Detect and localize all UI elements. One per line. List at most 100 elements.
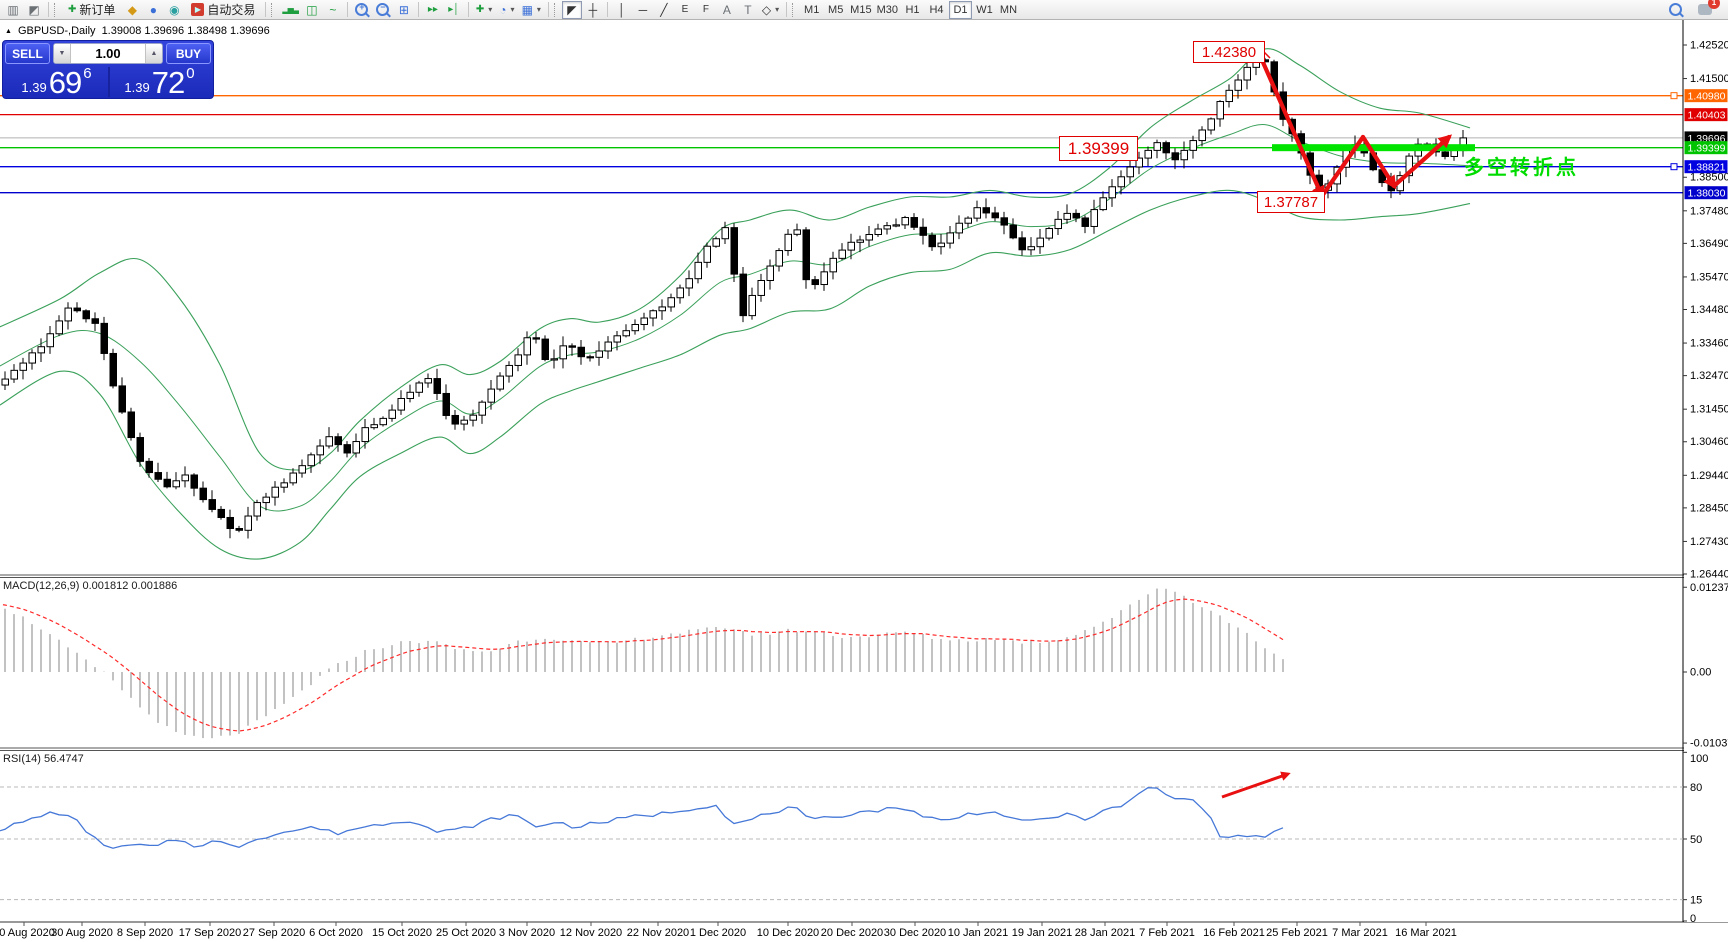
chevron-down-icon: ▾ — [510, 5, 515, 14]
chart-shift-button[interactable]: ▸│ — [444, 1, 464, 19]
svg-text:1.42520: 1.42520 — [1690, 40, 1728, 52]
search-button[interactable] — [1665, 1, 1685, 19]
annotation-note-text[interactable]: 多空转折点 — [1464, 157, 1579, 179]
text-label-tool-button[interactable]: T — [738, 1, 758, 19]
trendline-tool-button[interactable]: ╱ — [654, 1, 674, 19]
notification-badge: 1 — [1708, 0, 1720, 9]
indicators-button[interactable]: ✚ ▾ — [473, 1, 495, 19]
cursor-tool-button[interactable]: ◤ — [561, 0, 582, 19]
candles — [1, 55, 1467, 539]
templates-button[interactable]: ▦ ▾ — [519, 1, 544, 19]
notifications-button[interactable]: 1 — [1695, 0, 1720, 19]
line-handle[interactable] — [1670, 163, 1678, 171]
candle-chart-button[interactable]: ◫ — [302, 1, 322, 19]
svg-text:15: 15 — [1690, 895, 1702, 907]
zoom-out-icon: − — [376, 2, 390, 16]
zoom-in-icon: + — [355, 2, 369, 16]
autotrading-button[interactable]: ▶ 自动交易 — [185, 1, 261, 19]
metaeditor-icon: ◆ — [127, 2, 138, 17]
sell-button[interactable]: SELL — [5, 43, 50, 64]
rsi-arrow[interactable] — [1221, 771, 1291, 799]
metaeditor-button[interactable]: ◆ — [122, 1, 142, 19]
toolbar-separator — [467, 2, 469, 17]
svg-text:0: 0 — [1690, 913, 1696, 925]
zoom-in-button[interactable]: + — [352, 1, 372, 19]
vertical-line-icon: │ — [618, 2, 626, 17]
svg-text:1.36490: 1.36490 — [1690, 238, 1728, 250]
toolbar-grip — [271, 2, 276, 17]
support-zone-highlight[interactable] — [1272, 144, 1475, 152]
annotation-pivot-price[interactable]: 1.39399 — [1059, 136, 1138, 161]
svg-text:80: 80 — [1690, 782, 1702, 794]
volume-increase-button[interactable]: ▲ — [145, 44, 162, 63]
chart-shift-icon: ▸│ — [448, 3, 460, 15]
shapes-tool-button[interactable]: ◇ ▾ — [759, 1, 782, 19]
volume-decrease-button[interactable]: ▼ — [54, 44, 71, 63]
terminal-button[interactable]: ▥ — [3, 1, 23, 19]
tile-windows-icon: ⊞ — [398, 2, 409, 17]
horizontal-line-tool-button[interactable]: ─ — [633, 1, 653, 19]
new-order-button[interactable]: ✚ 新订单 — [62, 1, 121, 19]
one-click-trade-panel: SELL ▼ 1.00 ▲ BUY 1.39 69 6 1.39 72 0 — [2, 40, 214, 99]
text-tool-button[interactable]: A — [717, 1, 737, 19]
auto-scroll-button[interactable]: ▸▸ — [423, 1, 443, 19]
experts-icon: ● — [149, 2, 158, 17]
toolbar-separator — [606, 2, 608, 17]
svg-text:1.30460: 1.30460 — [1690, 436, 1728, 448]
svg-text:25 Feb 2021: 25 Feb 2021 — [1266, 927, 1328, 939]
line-handle[interactable] — [1670, 92, 1678, 100]
experts-button[interactable]: ● — [143, 1, 163, 19]
tile-windows-button[interactable]: ⊞ — [394, 1, 414, 19]
periods-button[interactable]: ◔ ▾ — [496, 1, 517, 19]
buy-button[interactable]: BUY — [166, 43, 211, 64]
buy-price-pip: 0 — [186, 65, 195, 82]
svg-text:12 Nov 2020: 12 Nov 2020 — [560, 927, 622, 939]
sell-price-big: 69 — [48, 65, 82, 100]
buy-price-big: 72 — [151, 65, 185, 100]
sell-price[interactable]: 1.39 69 6 — [5, 66, 108, 98]
signals-button[interactable]: ◉ — [164, 1, 184, 19]
sell-price-pip: 6 — [83, 65, 92, 82]
channel-tool-button[interactable]: F — [696, 1, 716, 19]
chevron-down-icon: ▾ — [488, 5, 493, 14]
line-chart-icon: ~ — [329, 2, 337, 17]
bar-chart-button[interactable]: ▂▅▃ — [279, 1, 300, 19]
timeframe-m15[interactable]: M15 — [848, 1, 873, 19]
crosshair-tool-button[interactable]: ┼ — [583, 1, 603, 19]
svg-text:15 Oct 2020: 15 Oct 2020 — [372, 927, 432, 939]
timeframe-mn[interactable]: MN — [997, 1, 1020, 19]
bollinger-lower — [0, 189, 1471, 560]
vertical-line-tool-button[interactable]: │ — [612, 1, 632, 19]
timeframe-m5[interactable]: M5 — [824, 1, 847, 19]
strategy-tester-button[interactable]: ◩ — [24, 1, 44, 19]
chevron-down-icon: ▾ — [775, 5, 780, 14]
channel-icon: F — [702, 3, 709, 15]
annotation-peak-price[interactable]: 1.42380 — [1193, 41, 1265, 63]
timeframe-h4[interactable]: H4 — [925, 1, 948, 19]
svg-text:8 Sep 2020: 8 Sep 2020 — [117, 927, 173, 939]
buy-price[interactable]: 1.39 72 0 — [108, 66, 211, 98]
svg-text:1.34480: 1.34480 — [1690, 304, 1728, 316]
sell-price-main: 1.39 — [21, 80, 47, 95]
trend-zigzag-arrows — [1259, 50, 1453, 200]
timeframe-m30[interactable]: M30 — [875, 1, 900, 19]
line-chart-button[interactable]: ~ — [323, 1, 343, 19]
fibonacci-tool-button[interactable]: E — [675, 1, 695, 19]
date-axis-area[interactable] — [0, 923, 1728, 942]
macd-indicator-label: MACD(12,26,9) 0.001812 0.001886 — [3, 580, 178, 592]
timeframe-h1[interactable]: H1 — [901, 1, 924, 19]
timeframe-w1[interactable]: W1 — [973, 1, 996, 19]
ohlc-values: 1.39008 1.39696 1.38498 1.39696 — [101, 25, 270, 37]
svg-text:10 Jan 2021: 10 Jan 2021 — [948, 927, 1009, 939]
volume-value[interactable]: 1.00 — [95, 46, 121, 61]
zoom-out-button[interactable]: − — [373, 1, 393, 19]
timeframe-m1[interactable]: M1 — [800, 1, 823, 19]
svg-text:16 Feb 2021: 16 Feb 2021 — [1203, 927, 1265, 939]
autotrading-icon: ▶ — [191, 3, 205, 16]
timeframe-d1[interactable]: D1 — [948, 0, 972, 19]
svg-text:30 Aug 2020: 30 Aug 2020 — [51, 927, 113, 939]
annotation-trough-price[interactable]: 1.37787 — [1257, 191, 1325, 213]
search-icon — [1668, 3, 1682, 16]
